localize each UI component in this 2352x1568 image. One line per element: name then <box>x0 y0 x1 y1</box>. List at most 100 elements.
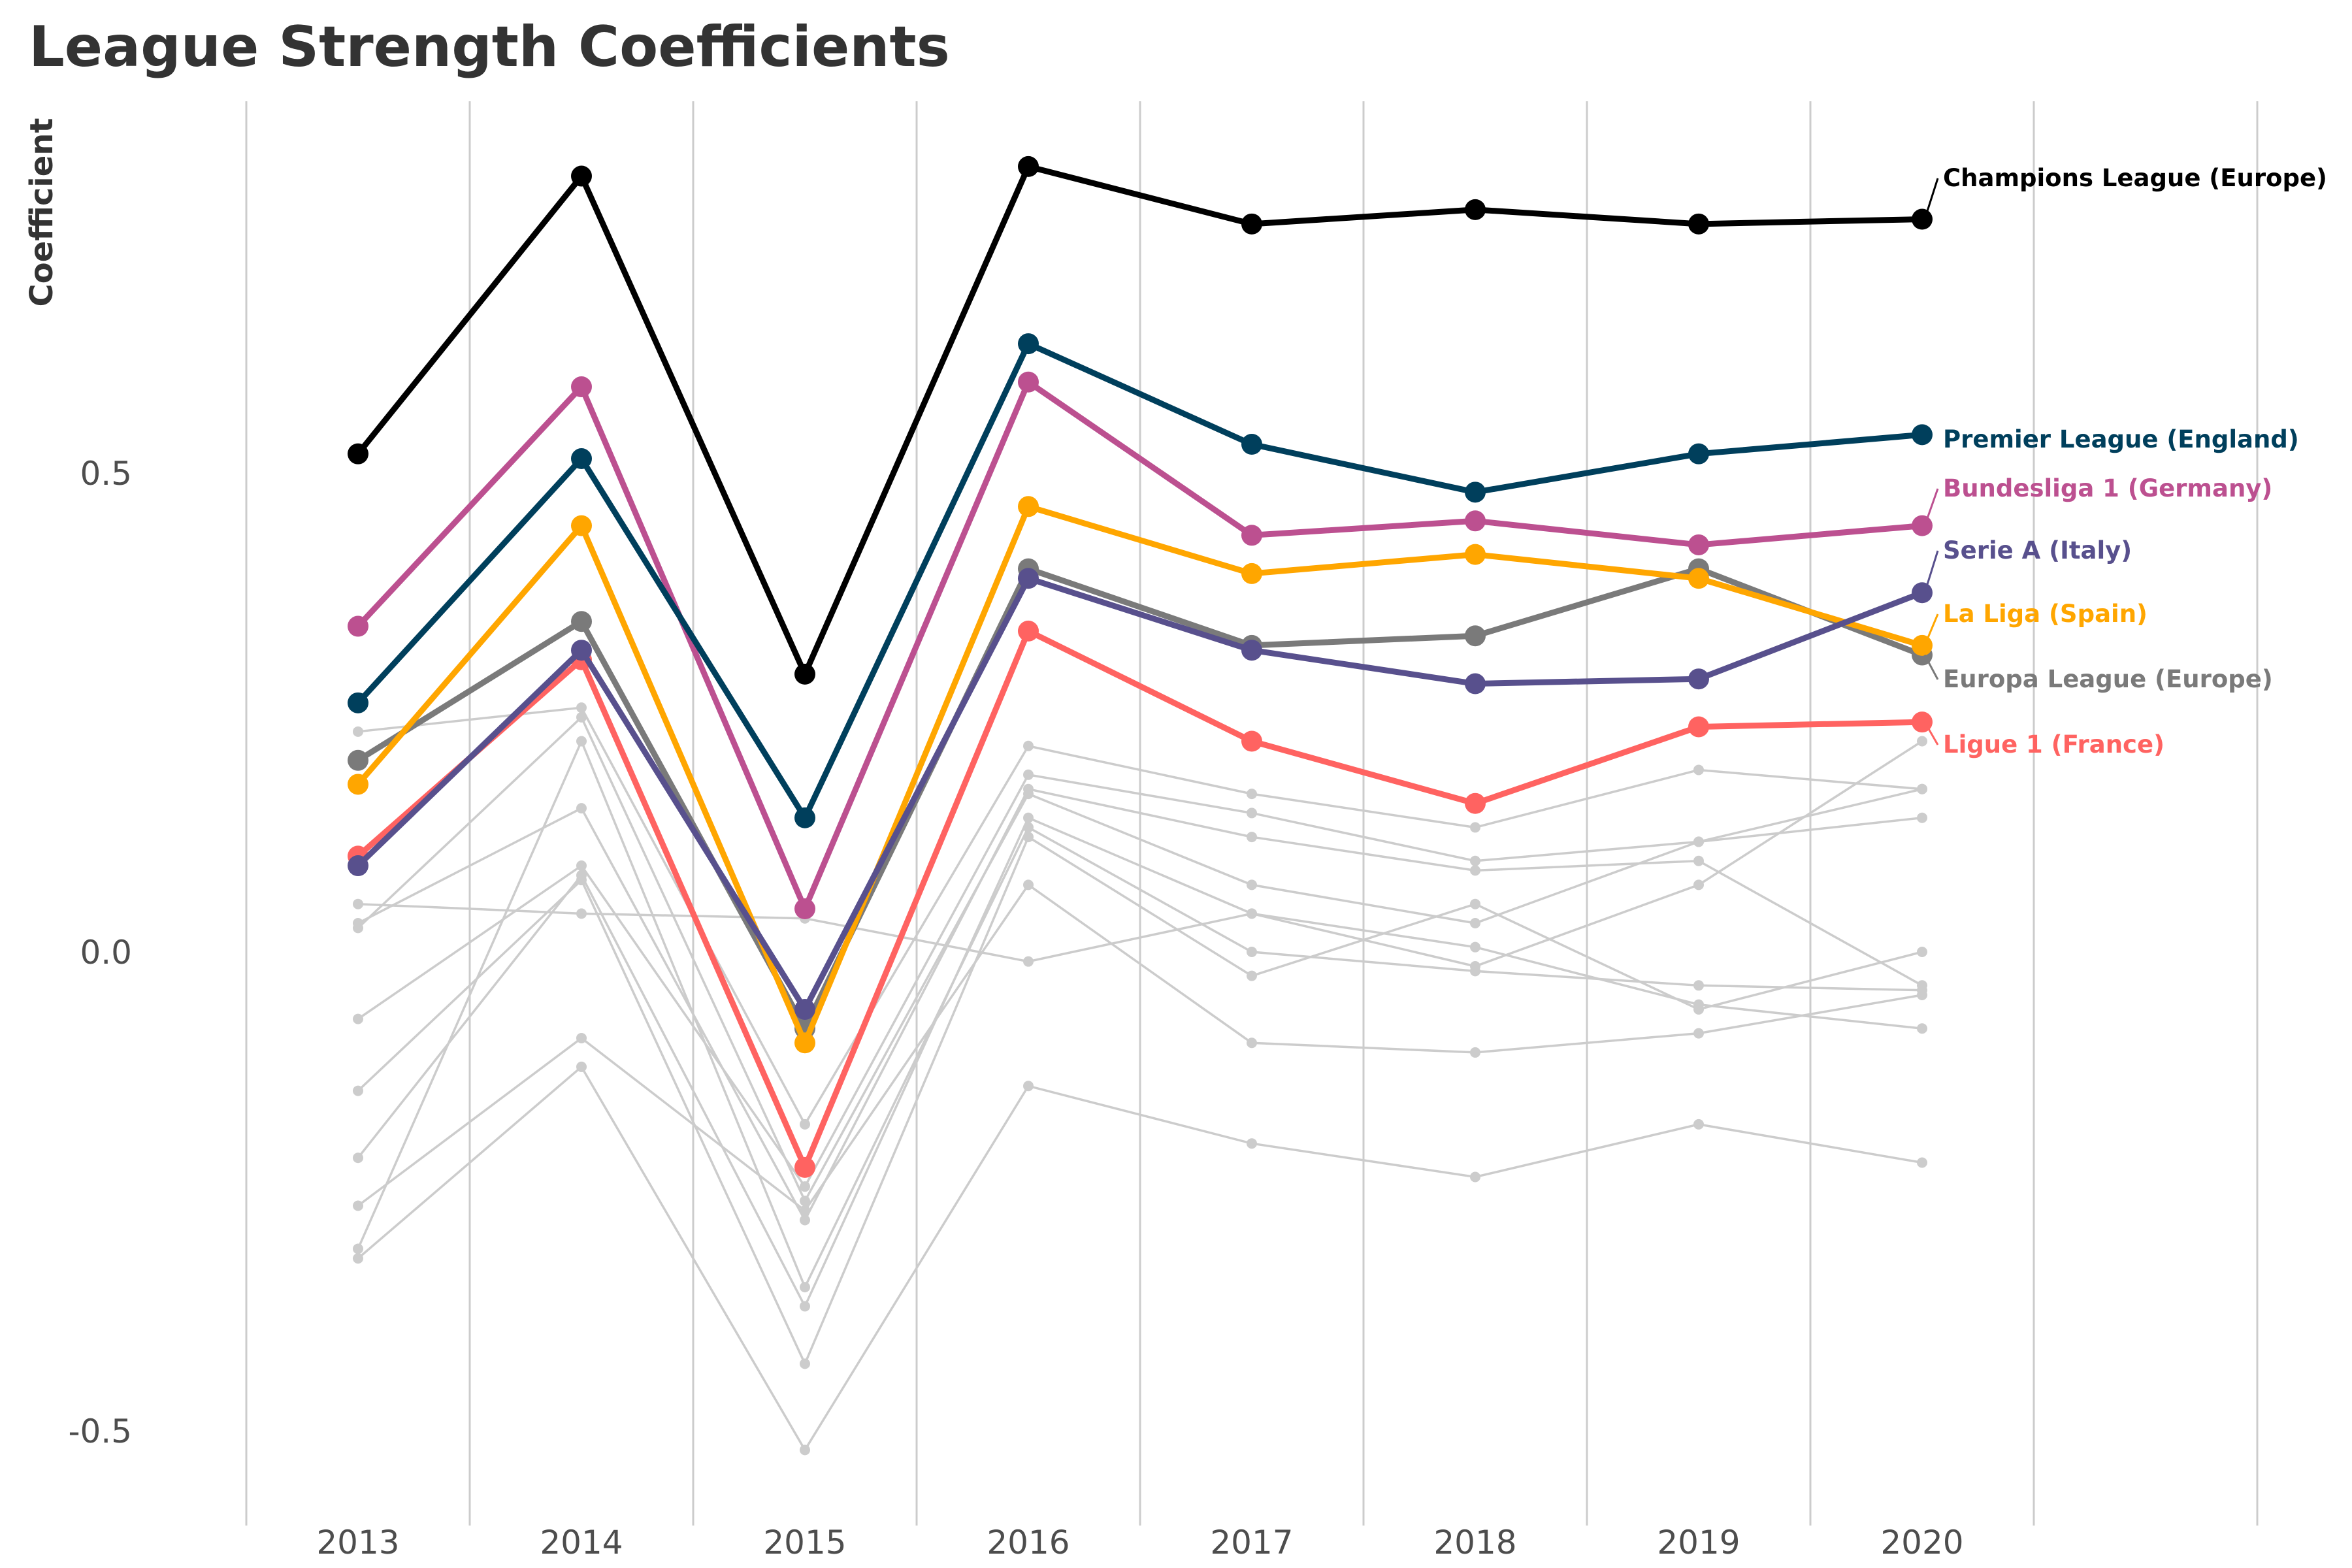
series-point <box>1018 371 1039 393</box>
label-leader-line <box>1923 178 1939 220</box>
series-point <box>794 1032 815 1054</box>
background-point <box>800 1358 810 1369</box>
background-point <box>1247 1037 1257 1049</box>
series-point <box>1688 443 1709 465</box>
series-point <box>348 749 368 771</box>
series-point <box>1241 434 1262 455</box>
background-point <box>1023 956 1034 967</box>
background-point <box>576 1061 587 1072</box>
series-point <box>348 443 368 465</box>
series-label: Bundesliga 1 (Germany) <box>1943 474 2272 502</box>
background-point <box>576 875 587 886</box>
background-point <box>576 1032 587 1043</box>
background-point <box>1693 879 1704 890</box>
x-tick-label: 2013 <box>316 1524 399 1561</box>
background-point <box>1470 822 1480 833</box>
label-leader-line <box>1923 721 1939 745</box>
background-series-line <box>357 902 1923 1030</box>
background-point <box>576 736 587 747</box>
background-series-line <box>357 835 1923 1367</box>
background-point <box>1917 989 1927 1000</box>
series-label: Champions League (Europe) <box>1943 164 2327 192</box>
series-point <box>1241 730 1262 752</box>
series-point <box>1465 510 1486 532</box>
series-point <box>348 615 368 637</box>
background-point <box>353 1200 363 1211</box>
series-point <box>1688 568 1709 589</box>
x-tick-label: 2016 <box>987 1524 1070 1561</box>
series-point <box>794 998 815 1020</box>
background-series-line <box>357 883 1923 1213</box>
series-line <box>355 340 1923 821</box>
background-point <box>800 1205 810 1216</box>
background-point <box>1917 812 1927 823</box>
background-point <box>1247 879 1257 890</box>
series-point <box>1912 634 1933 656</box>
series-label: Ligue 1 (France) <box>1943 730 2164 759</box>
series-point <box>1241 213 1262 235</box>
series-point <box>1241 640 1262 661</box>
series-line <box>356 628 1923 1171</box>
background-point <box>1917 1023 1927 1034</box>
background-point <box>1693 1119 1704 1130</box>
series-point <box>1912 515 1933 536</box>
series-point <box>571 376 592 398</box>
background-point <box>1470 1047 1480 1058</box>
series-point <box>1912 424 1933 446</box>
background-point <box>1247 970 1257 981</box>
background-point <box>1470 941 1480 953</box>
series-point <box>1912 208 1933 230</box>
background-point <box>800 1215 810 1226</box>
background-series-line <box>357 787 1923 1223</box>
series-point <box>1241 525 1262 546</box>
x-tick-label: 2019 <box>1657 1524 1740 1561</box>
background-point <box>1023 769 1034 780</box>
series-point <box>1018 620 1039 642</box>
background-point <box>1693 764 1704 776</box>
background-point <box>353 1152 363 1164</box>
background-point <box>576 860 587 872</box>
series-point <box>348 692 368 713</box>
background-point <box>1693 980 1704 991</box>
background-point <box>576 711 587 723</box>
axis-layer: Coefficient 2013 2014 2015 2016 2017 2018 2019… <box>24 118 1964 1561</box>
background-point <box>353 1253 363 1264</box>
background-point <box>353 1085 363 1096</box>
background-point <box>1023 812 1034 823</box>
background-point <box>1693 855 1704 866</box>
x-tick-label: 2015 <box>763 1524 846 1561</box>
y-tick-label: 0.5 <box>80 455 132 493</box>
background-point <box>800 1282 810 1293</box>
x-tick-label: 2018 <box>1433 1524 1516 1561</box>
series-line <box>356 566 1923 1032</box>
series-point <box>1465 544 1486 565</box>
background-point <box>1917 736 1927 747</box>
label-leader-line <box>1923 488 1939 527</box>
series-point <box>1018 155 1039 177</box>
series-point <box>1465 625 1486 647</box>
background-point <box>1023 789 1034 800</box>
background-point <box>1693 1028 1704 1039</box>
x-tick-label: 2020 <box>1880 1524 1963 1561</box>
series-point <box>1241 563 1262 584</box>
x-tick-label: 2014 <box>540 1524 623 1561</box>
series-point <box>1465 199 1486 220</box>
series-point <box>1018 333 1039 355</box>
background-point <box>1693 1004 1704 1015</box>
background-point <box>576 702 587 713</box>
series-point <box>1018 568 1039 589</box>
background-point <box>353 1013 363 1024</box>
series-point <box>1688 213 1709 235</box>
series-point <box>794 807 815 828</box>
background-point <box>1917 783 1927 794</box>
vertical-gridlines <box>245 101 2259 1526</box>
series-point <box>1688 668 1709 690</box>
series-point <box>1688 534 1709 555</box>
background-point <box>353 898 363 909</box>
background-point <box>1023 879 1034 890</box>
background-point <box>800 1301 810 1312</box>
background-series-line <box>357 706 1923 1127</box>
background-point <box>1917 1157 1927 1168</box>
series-point <box>1465 792 1486 814</box>
